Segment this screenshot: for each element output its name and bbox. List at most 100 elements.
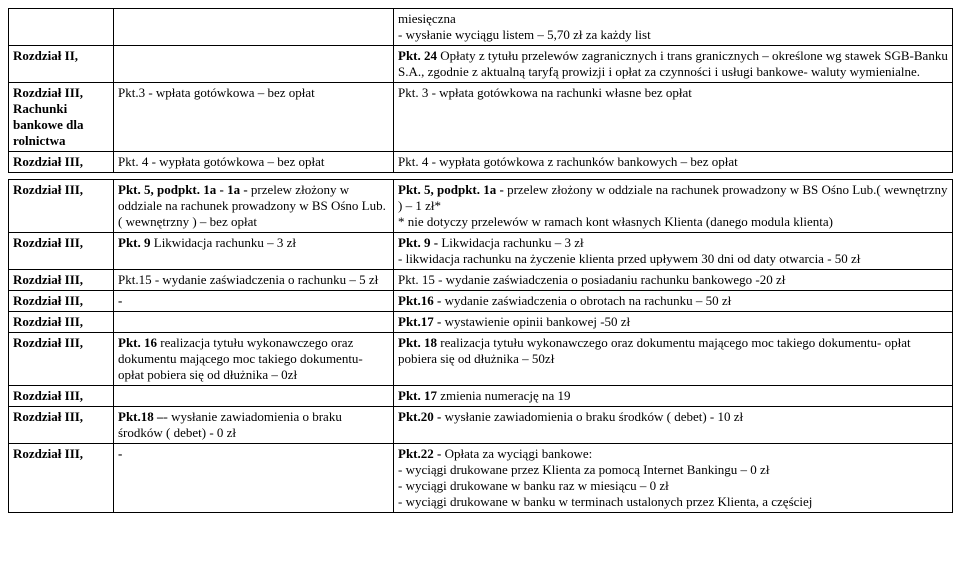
text-run: wydanie zaświadczenia o obrotach na rach… bbox=[445, 293, 732, 308]
text-run: Likwidacja rachunku – 3 zł bbox=[154, 235, 296, 250]
text-run: - wyciągi drukowane w banku raz w miesią… bbox=[398, 478, 669, 493]
text-run: - bbox=[118, 293, 122, 308]
text-run: Rozdział III, bbox=[13, 446, 83, 461]
table-cell: Pkt. 4 - wypłata gotówkowa – bez opłat bbox=[114, 152, 394, 173]
text-run: Pkt. 9 bbox=[118, 235, 154, 250]
table-row: Rozdział III, Pkt. 5, podpkt. 1a - 1a - p… bbox=[9, 180, 953, 233]
table-cell: Pkt.18 –- wysłanie zawiadomienia o braku… bbox=[114, 407, 394, 444]
table-cell: Rozdział III, bbox=[9, 333, 114, 386]
text-run: Pkt. 15 - wydanie zaświadczenia o posiad… bbox=[398, 272, 785, 287]
table-cell bbox=[114, 9, 394, 46]
text-run: Pkt. 16 bbox=[118, 335, 160, 350]
table-cell: Rozdział III, bbox=[9, 291, 114, 312]
table-row: Rozdział III, - Pkt.22 - Opłata za wyciągi… bbox=[9, 444, 953, 513]
text-run: Rozdział III, bbox=[13, 335, 83, 350]
text-run: Pkt. 17 bbox=[398, 388, 440, 403]
text-run: Rozdział III, bbox=[13, 409, 83, 424]
text-run: - likwidacja rachunku na życzenie klient… bbox=[398, 251, 860, 266]
text-run: Rozdział III, bbox=[13, 154, 83, 169]
table-cell: Pkt.22 - Opłata za wyciągi bankowe:- wyc… bbox=[394, 444, 953, 513]
text-run: Rozdział III, bbox=[13, 293, 83, 308]
table-cell: Pkt. 9 Likwidacja rachunku – 3 zł bbox=[114, 233, 394, 270]
table-cell: Pkt. 15 - wydanie zaświadczenia o posiad… bbox=[394, 270, 953, 291]
text-run: wysłanie zawiadomienia o braku środków (… bbox=[445, 409, 744, 424]
table-cell: Rozdział III, Rachunki bankowe dla rolni… bbox=[9, 83, 114, 152]
table-cell bbox=[114, 386, 394, 407]
table-cell: Pkt. 5, podpkt. 1a - 1a - przelew złożon… bbox=[114, 180, 394, 233]
table-cell: Rozdział III, bbox=[9, 312, 114, 333]
text-run: * nie dotyczy przelewów w ramach kont wł… bbox=[398, 214, 833, 229]
text-run: wystawienie opinii bankowej -50 zł bbox=[445, 314, 631, 329]
table-cell: Rozdział III, bbox=[9, 270, 114, 291]
table-cell: - bbox=[114, 444, 394, 513]
table-row: Rozdział III, Rachunki bankowe dla rolni… bbox=[9, 83, 953, 152]
text-run: Pkt. 3 - wpłata gotówkowa na rachunki wł… bbox=[398, 85, 692, 100]
table-row bbox=[9, 173, 953, 180]
text-run: Pkt. 9 - bbox=[398, 235, 441, 250]
text-run: Pkt.16 - bbox=[398, 293, 445, 308]
table-cell: Pkt.20 - wysłanie zawiadomienia o braku … bbox=[394, 407, 953, 444]
text-run: realizacja tytułu wykonawczego oraz doku… bbox=[398, 335, 911, 366]
text-run: Pkt.3 - wpłata gotówkowa – bez opłat bbox=[118, 85, 315, 100]
text-run: Pkt. 18 bbox=[398, 335, 440, 350]
table-cell bbox=[9, 173, 114, 180]
table-cell: Pkt. 9 - Likwidacja rachunku – 3 zł - li… bbox=[394, 233, 953, 270]
document-table: miesięczna- wysłanie wyciągu listem – 5,… bbox=[8, 8, 953, 513]
text-run: Pkt.18 – bbox=[118, 409, 164, 424]
table-cell bbox=[114, 46, 394, 83]
text-run: - wysłanie wyciągu listem – 5,70 zł za k… bbox=[398, 27, 651, 42]
text-run: Pkt. 5, podpkt. 1a - bbox=[398, 182, 507, 197]
text-run: Opłaty z tytułu przelewów zagranicznych … bbox=[398, 48, 948, 79]
table-row: Rozdział III, Pkt. 4 - wypłata gotówkowa … bbox=[9, 152, 953, 173]
text-run: Pkt.20 - bbox=[398, 409, 445, 424]
table-cell: Pkt.3 - wpłata gotówkowa – bez opłat bbox=[114, 83, 394, 152]
table-row: Rozdział III, Pkt.18 –- wysłanie zawiadom… bbox=[9, 407, 953, 444]
table-cell: Pkt.17 - wystawienie opinii bankowej -50… bbox=[394, 312, 953, 333]
text-run: Pkt. 24 bbox=[398, 48, 440, 63]
table-cell: Rozdział III, bbox=[9, 233, 114, 270]
table-cell: Pkt. 4 - wypłata gotówkowa z rachunków b… bbox=[394, 152, 953, 173]
table-row: miesięczna- wysłanie wyciągu listem – 5,… bbox=[9, 9, 953, 46]
text-run: - wyciągi drukowane w banku w terminach … bbox=[398, 494, 812, 509]
table-cell bbox=[114, 173, 394, 180]
table-row: Rozdział III, - Pkt.16 - wydanie zaświadcz… bbox=[9, 291, 953, 312]
text-run: Rozdział III, bbox=[13, 182, 83, 197]
table-cell bbox=[394, 173, 953, 180]
table-cell: Pkt. 16 realizacja tytułu wykonawczego o… bbox=[114, 333, 394, 386]
table-cell: Rozdział II, bbox=[9, 46, 114, 83]
table-row: Rozdział II, Pkt. 24 Opłaty z tytułu prze… bbox=[9, 46, 953, 83]
table-cell: Pkt. 18 realizacja tytułu wykonawczego o… bbox=[394, 333, 953, 386]
table-cell: Pkt.15 - wydanie zaświadczenia o rachunk… bbox=[114, 270, 394, 291]
text-run: - wyciągi drukowane przez Klienta za pom… bbox=[398, 462, 769, 477]
table-row: Rozdział III, Pkt. 9 Likwidacja rachunku … bbox=[9, 233, 953, 270]
table-cell: Rozdział III, bbox=[9, 444, 114, 513]
table-cell bbox=[114, 312, 394, 333]
text-run: Likwidacja rachunku – 3 zł bbox=[441, 235, 583, 250]
table-cell: Pkt. 17 zmienia numerację na 19 bbox=[394, 386, 953, 407]
table-row: Rozdział III, Pkt. 17 zmienia numerację n… bbox=[9, 386, 953, 407]
table-cell bbox=[9, 9, 114, 46]
table-cell: Rozdział III, bbox=[9, 180, 114, 233]
table-cell: Pkt. 3 - wpłata gotówkowa na rachunki wł… bbox=[394, 83, 953, 152]
text-run: Rozdział III, Rachunki bankowe dla rolni… bbox=[13, 85, 83, 148]
table-cell: Rozdział III, bbox=[9, 386, 114, 407]
text-run: Rozdział II, bbox=[13, 48, 78, 63]
text-run: Rozdział III, bbox=[13, 235, 83, 250]
table-cell: miesięczna- wysłanie wyciągu listem – 5,… bbox=[394, 9, 953, 46]
table-cell: Pkt. 5, podpkt. 1a - przelew złożony w o… bbox=[394, 180, 953, 233]
table-row: Rozdział III, Pkt.17 - wystawienie opinii… bbox=[9, 312, 953, 333]
text-run: Pkt. 4 - wypłata gotówkowa – bez opłat bbox=[118, 154, 325, 169]
table-cell: Rozdział III, bbox=[9, 152, 114, 173]
table-cell: Rozdział III, bbox=[9, 407, 114, 444]
table-cell: - bbox=[114, 291, 394, 312]
text-run: miesięczna bbox=[398, 11, 456, 26]
text-run: - bbox=[118, 446, 122, 461]
table-row: Rozdział III, Pkt. 16 realizacja tytułu w… bbox=[9, 333, 953, 386]
text-run: Pkt.22 - bbox=[398, 446, 445, 461]
text-run: Pkt. 5, podpkt. 1a - 1a - bbox=[118, 182, 251, 197]
text-run: Rozdział III, bbox=[13, 388, 83, 403]
table-cell: Pkt. 24 Opłaty z tytułu przelewów zagran… bbox=[394, 46, 953, 83]
text-run: Pkt.17 - bbox=[398, 314, 445, 329]
table-row: Rozdział III,Pkt.15 - wydanie zaświadcze… bbox=[9, 270, 953, 291]
text-run: Pkt. 4 - wypłata gotówkowa z rachunków b… bbox=[398, 154, 738, 169]
